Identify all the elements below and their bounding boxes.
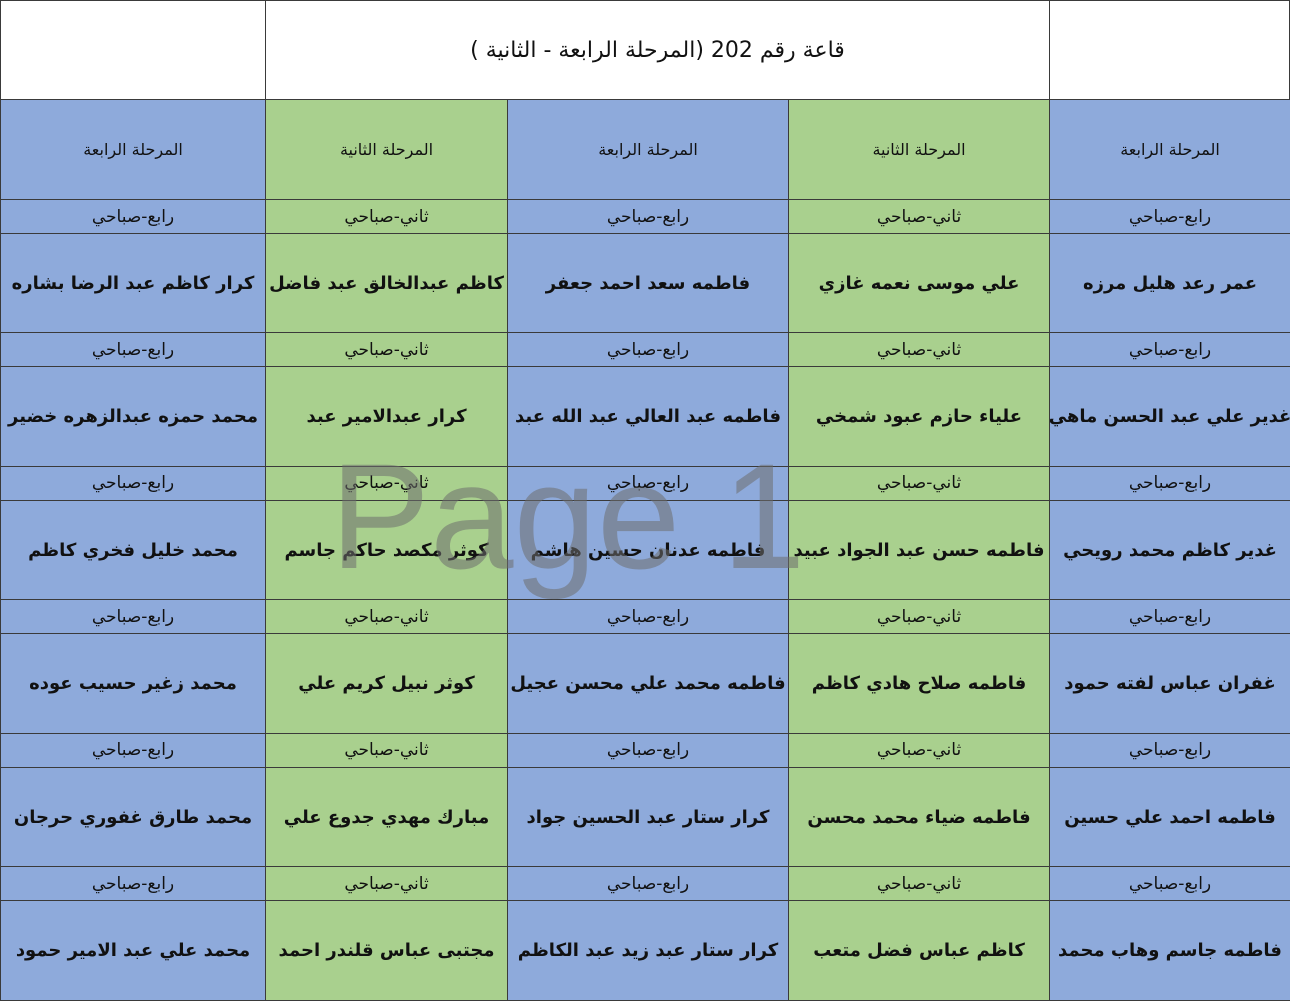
student-name: محمد طارق غفوري حرجان	[0, 766, 266, 868]
student-name: عمر رعد هليل مرزه	[1049, 233, 1290, 334]
empty-cell	[0, 0, 266, 100]
shift-cell: رابع-صباحي	[1049, 465, 1290, 501]
student-name: علي موسى نعمه غازي	[788, 233, 1050, 334]
student-name: كاظم عباس فضل متعب	[788, 900, 1050, 1001]
stage-header: المرحلة الرابعة	[507, 99, 789, 200]
student-name: كرار كاظم عبد الرضا بشاره	[0, 233, 266, 334]
shift-cell: رابع-صباحي	[0, 599, 266, 635]
student-name: محمد علي عبد الامير حمود	[0, 900, 266, 1001]
student-name: كاظم عبدالخالق عبد فاضل	[265, 233, 508, 334]
student-name: فاطمه ضياء محمد محسن	[788, 766, 1050, 868]
shift-cell: ثاني-صباحي	[788, 465, 1050, 501]
shift-cell: رابع-صباحي	[507, 732, 789, 768]
student-name: كرار ستار عبد زيد عبد الكاظم	[507, 900, 789, 1001]
student-name: علياء حازم عبود شمخي	[788, 366, 1050, 468]
shift-cell: ثاني-صباحي	[265, 199, 508, 234]
empty-cell	[1049, 0, 1290, 100]
student-name: فاطمه حسن عبد الجواد عبيد	[788, 499, 1050, 601]
shift-cell: رابع-صباحي	[0, 199, 266, 234]
stage-header: المرحلة الثانية	[265, 99, 508, 200]
student-name: مجتبى عباس قلندر احمد	[265, 900, 508, 1001]
shift-cell: رابع-صباحي	[507, 332, 789, 368]
student-name: كرار عبدالامير عبد	[265, 366, 508, 468]
shift-cell: رابع-صباحي	[1049, 599, 1290, 635]
shift-cell: رابع-صباحي	[507, 599, 789, 635]
shift-cell: رابع-صباحي	[507, 465, 789, 501]
student-name: فاطمه سعد احمد جعفر	[507, 233, 789, 334]
shift-cell: ثاني-صباحي	[265, 732, 508, 768]
shift-cell: رابع-صباحي	[1049, 732, 1290, 768]
student-name: غدير علي عبد الحسن ماهي	[1049, 366, 1290, 468]
sheet-title: قاعة رقم 202 (المرحلة الرابعة - الثانية …	[265, 0, 1050, 100]
stage-header: المرحلة الرابعة	[1049, 99, 1290, 200]
student-name: كوثر نبيل كريم علي	[265, 633, 508, 735]
shift-cell: ثاني-صباحي	[265, 599, 508, 635]
student-name: فاطمه عبد العالي عبد الله عبد	[507, 366, 789, 468]
shift-cell: ثاني-صباحي	[265, 332, 508, 368]
stage-header: المرحلة الثانية	[788, 99, 1050, 200]
student-name: فاطمه احمد علي حسين	[1049, 766, 1290, 868]
shift-cell: رابع-صباحي	[0, 465, 266, 501]
shift-cell: رابع-صباحي	[507, 866, 789, 901]
shift-cell: ثاني-صباحي	[788, 866, 1050, 901]
shift-cell: ثاني-صباحي	[265, 465, 508, 501]
shift-cell: رابع-صباحي	[1049, 199, 1290, 234]
student-name: فاطمه جاسم وهاب محمد	[1049, 900, 1290, 1001]
student-name: كوثر مكصد حاكم جاسم	[265, 499, 508, 601]
shift-cell: رابع-صباحي	[507, 199, 789, 234]
student-name: كرار ستار عبد الحسين جواد	[507, 766, 789, 868]
shift-cell: رابع-صباحي	[0, 866, 266, 901]
student-name: فاطمه عدنان حسين هاشم	[507, 499, 789, 601]
student-name: محمد زغير حسيب عوده	[0, 633, 266, 735]
shift-cell: ثاني-صباحي	[788, 732, 1050, 768]
shift-cell: ثاني-صباحي	[265, 866, 508, 901]
student-name: غفران عباس لفته حمود	[1049, 633, 1290, 735]
student-name: محمد حمزه عبدالزهره خضير	[0, 366, 266, 468]
shift-cell: رابع-صباحي	[0, 732, 266, 768]
stage-header: المرحلة الرابعة	[0, 99, 266, 200]
student-name: غدير كاظم محمد رويحي	[1049, 499, 1290, 601]
shift-cell: ثاني-صباحي	[788, 599, 1050, 635]
student-name: محمد خليل فخري كاظم	[0, 499, 266, 601]
student-name: مبارك مهدي جدوع علي	[265, 766, 508, 868]
shift-cell: ثاني-صباحي	[788, 199, 1050, 234]
shift-cell: رابع-صباحي	[0, 332, 266, 368]
student-name: فاطمه صلاح هادي كاظم	[788, 633, 1050, 735]
shift-cell: رابع-صباحي	[1049, 332, 1290, 368]
student-name: فاطمه محمد علي محسن عجيل	[507, 633, 789, 735]
shift-cell: رابع-صباحي	[1049, 866, 1290, 901]
shift-cell: ثاني-صباحي	[788, 332, 1050, 368]
